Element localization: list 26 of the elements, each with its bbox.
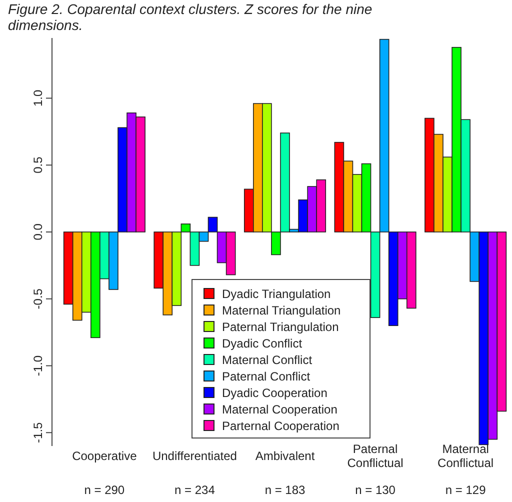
legend-label: Dyadic Triangulation [222, 287, 331, 301]
y-tick-label: 1.0 [31, 90, 45, 107]
legend-label: Dyadic Cooperation [222, 386, 328, 400]
chart-title: Figure 2. Coparental context clusters. Z scores for the nine dimensions. [8, 1, 372, 33]
legend-label: Maternal Triangulation [222, 304, 341, 318]
legend-label: Parternal Cooperation [222, 419, 340, 433]
legend-label: Maternal Conflict [222, 353, 313, 367]
text: n = 183 [264, 483, 306, 497]
text: n = 129 [445, 483, 486, 497]
legend-label: Paternal Conflict [222, 370, 311, 384]
y-tick-label: 0.0 [31, 223, 45, 240]
text: n = 130 [355, 483, 396, 497]
y-tick-label: -1.0 [31, 355, 45, 376]
legend-label: Paternal Triangulation [222, 320, 339, 334]
y-tick-label: -0.5 [31, 288, 45, 310]
y-tick-label: 0.5 [31, 156, 45, 174]
legend-label: Dyadic Conflict [222, 336, 303, 350]
x-tick-label: Ambivalent [255, 449, 316, 463]
y-tick-label: -1.5 [31, 422, 45, 443]
x-tick-label: Cooperative [72, 449, 138, 463]
text: n = 290 [84, 483, 125, 497]
x-tick-label: Undifferentiated [152, 449, 237, 463]
text: n = 234 [174, 483, 216, 497]
x-tick-label: Maternal Conflictual [438, 442, 494, 470]
legend-label: Maternal Cooperation [222, 402, 338, 416]
x-tick-label: Paternal Conflictual [347, 442, 404, 470]
